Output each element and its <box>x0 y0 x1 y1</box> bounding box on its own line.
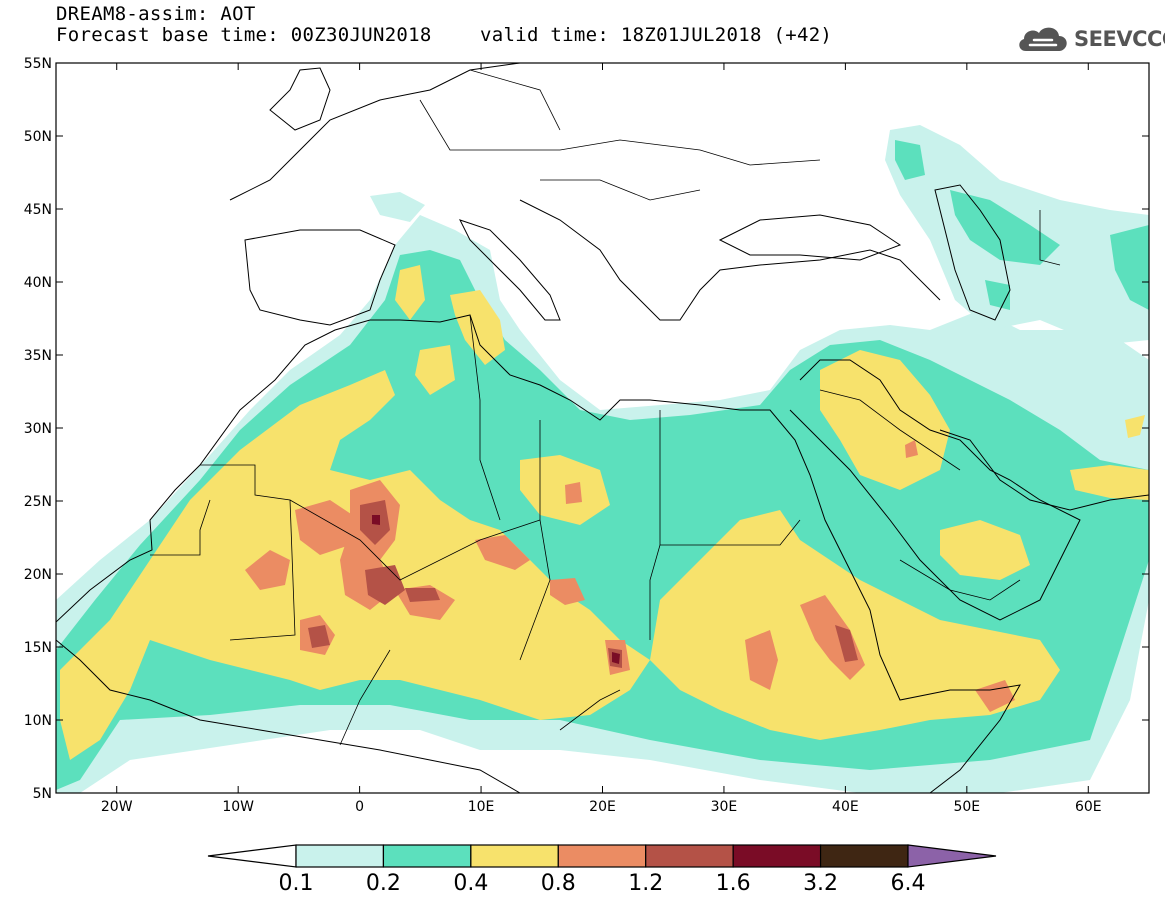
lat-label: 55N <box>24 56 52 72</box>
aot-level-0-8 <box>745 630 778 690</box>
balkans-coast <box>519 199 941 321</box>
aot-level-1-2 <box>405 588 440 602</box>
aot-level-0-4 <box>450 290 505 365</box>
lat-label: 25N <box>24 494 52 510</box>
lat-label: 20N <box>24 567 52 583</box>
lat-label: 15N <box>24 640 52 656</box>
lon-label: 10W <box>222 799 254 815</box>
colorbar-bin <box>645 844 734 868</box>
lon-label: 60E <box>1075 799 1102 815</box>
colorbar-bin <box>295 844 385 868</box>
aot-level-0-8 <box>245 550 290 590</box>
lon-label: 20E <box>589 799 616 815</box>
aot-level-0-2 <box>895 140 925 180</box>
lon-label: 50E <box>953 799 980 815</box>
lat-label: 40N <box>24 275 52 291</box>
logo-text: SEEVCCC <box>1074 27 1165 51</box>
aot-level-0-4 <box>1125 415 1145 438</box>
cloud-icon <box>1019 27 1067 51</box>
aot-level-0-8 <box>550 578 585 605</box>
colorbar-label: 0.1 <box>279 871 314 896</box>
gulf-coast <box>939 429 1149 511</box>
lon-label: 0 <box>355 799 364 815</box>
aot-level-0-8 <box>475 535 530 570</box>
colorbar-bin <box>470 844 559 868</box>
lat-label: 50N <box>24 129 52 145</box>
aot-level-0-8 <box>565 482 582 504</box>
aot-level-0-4 <box>520 455 610 525</box>
aot-level-0-2 <box>950 190 1060 265</box>
valid-time: valid time: 18Z01JUL2018 (+42) <box>480 24 833 46</box>
aot-level-0-8 <box>905 440 918 458</box>
lat-label: 5N <box>33 786 52 802</box>
aot-contours <box>56 125 1149 793</box>
aot-level-0-4 <box>940 520 1030 580</box>
caspian-coast <box>934 184 1011 321</box>
colorbar-label: 6.4 <box>891 871 926 896</box>
colorbar-label: 0.8 <box>541 871 576 896</box>
aot-level-1-2 <box>308 625 330 648</box>
colorbar-high-cap <box>907 844 997 868</box>
latitude-axis: 55N 50N 45N 40N 35N 30N 25N 20N 15N 10N 5N <box>24 56 1149 802</box>
colorbar-label: 3.2 <box>803 871 838 896</box>
colorbar-low-cap <box>207 844 297 868</box>
colorbar-bin <box>557 844 647 868</box>
coastlines <box>56 63 1149 793</box>
borders <box>150 69 1061 746</box>
aot-level-1-6 <box>372 515 380 525</box>
colorbar-label: 1.6 <box>716 871 751 896</box>
europe-coast <box>229 63 521 201</box>
black-sea-coast <box>718 214 902 261</box>
aot-level-0-4 <box>1070 465 1149 500</box>
forecast-base-time: Forecast base time: 00Z30JUN2018 <box>56 24 432 46</box>
lon-label: 40E <box>832 799 859 815</box>
arabia-coast <box>789 359 1081 621</box>
aot-level-0-4 <box>395 265 425 320</box>
longitude-axis: 20W 10W 0 10E 20E 30E 40E 50E 60E <box>101 63 1102 815</box>
colorbar-label: 0.4 <box>453 871 488 896</box>
aot-level-0-2 <box>1110 225 1149 310</box>
aot-level-0-4 <box>415 345 455 395</box>
aot-level-0-8 <box>295 500 360 555</box>
lon-label: 20W <box>101 799 133 815</box>
aot-level-0-4 <box>650 510 1060 740</box>
lon-label: 30E <box>711 799 738 815</box>
africa-coast-west <box>56 639 521 793</box>
lat-label: 35N <box>24 348 52 364</box>
lat-label: 10N <box>24 713 52 729</box>
lat-label: 45N <box>24 202 52 218</box>
aot-level-1-6 <box>612 652 620 664</box>
africa-coast <box>56 314 1021 793</box>
seevccc-logo: SEEVCCC <box>1016 22 1165 56</box>
italy-coast <box>459 219 561 321</box>
map-title: DREAM8-assim: AOT <box>56 3 256 25</box>
colorbar-bin <box>382 844 472 868</box>
colorbar: 0.1 0.2 0.4 0.8 1.2 1.6 3.2 6.4 <box>207 844 997 896</box>
iberia-coast <box>244 229 396 326</box>
aot-level-0-1 <box>370 192 425 222</box>
lat-label: 30N <box>24 421 52 437</box>
colorbar-bin <box>732 844 822 868</box>
colorbar-bin <box>819 844 909 868</box>
lon-label: 10E <box>468 799 495 815</box>
colorbar-label: 0.2 <box>366 871 401 896</box>
aot-level-1-2 <box>835 625 858 662</box>
britain-coast <box>269 67 331 131</box>
colorbar-label: 1.2 <box>628 871 663 896</box>
